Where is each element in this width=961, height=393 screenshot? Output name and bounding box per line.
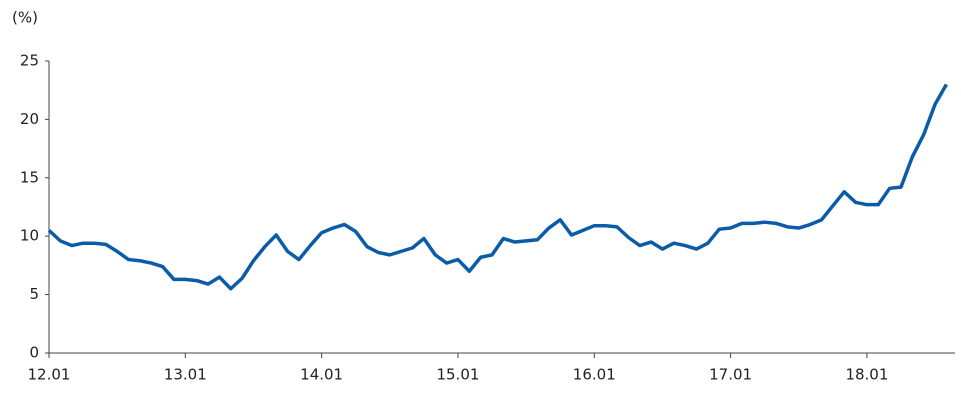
y-tick-label: 10 [20, 227, 39, 245]
y-tick-label: 0 [29, 344, 39, 362]
x-tick-label: 18.01 [845, 366, 888, 384]
x-tick-label: 17.01 [709, 366, 752, 384]
x-tick-label: 15.01 [436, 366, 479, 384]
y-tick-label: 15 [20, 168, 39, 186]
y-tick-label: 5 [29, 285, 39, 303]
x-tick-label: 14.01 [300, 366, 343, 384]
y-axis-label: (%) [12, 9, 38, 27]
y-tick-label: 20 [20, 110, 39, 128]
x-tick-label: 12.01 [28, 366, 71, 384]
y-tick-label: 25 [20, 52, 39, 70]
x-tick-label: 13.01 [164, 366, 207, 384]
line-series [47, 83, 948, 291]
x-tick-label: 16.01 [573, 366, 616, 384]
